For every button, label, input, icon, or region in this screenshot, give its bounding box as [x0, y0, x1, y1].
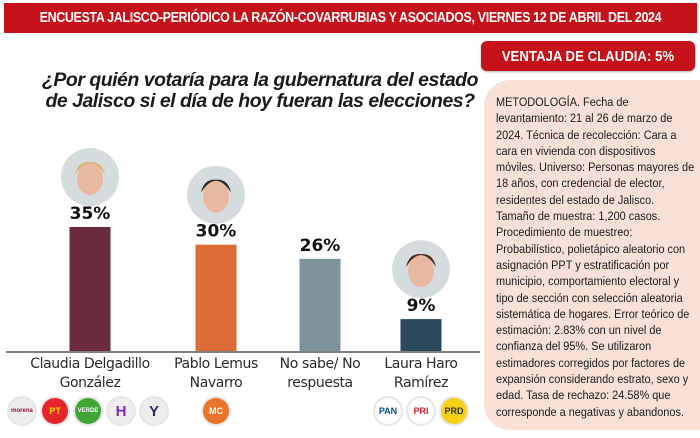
- morena-logo-icon: morena: [9, 398, 35, 424]
- pt-logo-icon: PT: [42, 398, 68, 424]
- pan-logo-icon: PAN: [375, 398, 401, 424]
- candidate-photo: [187, 165, 245, 224]
- data-label-0: 35%: [70, 204, 111, 224]
- bar-0: [69, 227, 111, 351]
- data-label-3: 9%: [407, 296, 436, 316]
- bar-3: [400, 319, 442, 351]
- category-label-1: Pablo Lemus Navarro: [174, 356, 258, 391]
- header-title: ENCUESTA JALISCO-PERIÓDICO LA RAZÓN-COVA…: [39, 10, 662, 26]
- data-label-1: 30%: [196, 222, 237, 242]
- methodology-box: METODOLOGÍA. Fecha de levantamiento: 21 …: [484, 80, 700, 430]
- category-label-3: Laura Haro Ramírez: [384, 356, 458, 391]
- bar-2: [299, 258, 341, 351]
- candidate-photo: [392, 240, 450, 299]
- candidate-photo: [61, 148, 119, 206]
- category-label-0: Claudia Delgadillo González: [30, 356, 150, 391]
- methodology-text: METODOLOGÍA. Fecha de levantamiento: 21 …: [496, 95, 695, 419]
- header-banner: ENCUESTA JALISCO-PERIÓDICO LA RAZÓN-COVA…: [4, 3, 697, 33]
- chart-title: ¿Por quién votaría para la gubernatura d…: [41, 69, 479, 112]
- prd-logo-icon: PRD: [441, 398, 467, 424]
- bar-1: [195, 244, 237, 351]
- pri-logo-icon: PRI: [408, 398, 434, 424]
- movimiento-ciudadano-logo-icon: MC: [203, 398, 229, 424]
- data-label-2: 26%: [300, 236, 341, 256]
- advantage-badge: VENTAJA DE CLAUDIA: 5%: [481, 41, 695, 71]
- advantage-label: VENTAJA DE CLAUDIA: 5%: [501, 47, 675, 65]
- category-label-2: No sabe/ No respuesta: [279, 356, 361, 391]
- hagamos-logo-icon: H: [108, 398, 134, 424]
- verde-logo-icon: VERDE: [75, 398, 101, 424]
- futuro-logo-icon: Y: [141, 398, 167, 424]
